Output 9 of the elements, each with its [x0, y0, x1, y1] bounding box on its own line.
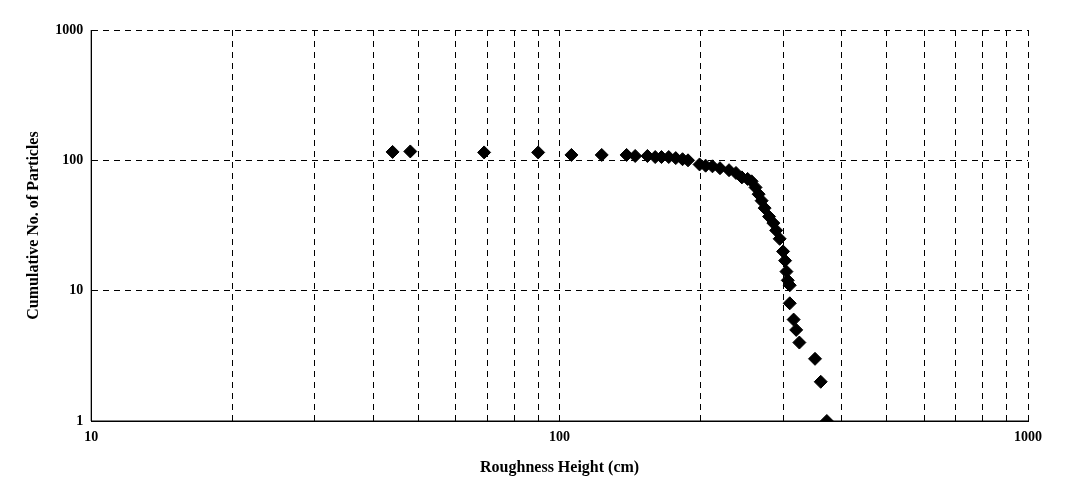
y-tick-label: 100 [62, 151, 84, 167]
y-tick-label: 1000 [55, 21, 84, 37]
x-tick-label: 1000 [1014, 429, 1042, 445]
x-tick-label: 10 [84, 429, 99, 445]
x-tick-label: 100 [549, 429, 571, 445]
x-axis-title: Roughness Height (cm) [480, 457, 640, 476]
y-tick-label: 1 [76, 412, 84, 428]
y-tick-label: 10 [69, 282, 84, 298]
y-axis-title: Cumulative No. of Particles [23, 131, 41, 320]
